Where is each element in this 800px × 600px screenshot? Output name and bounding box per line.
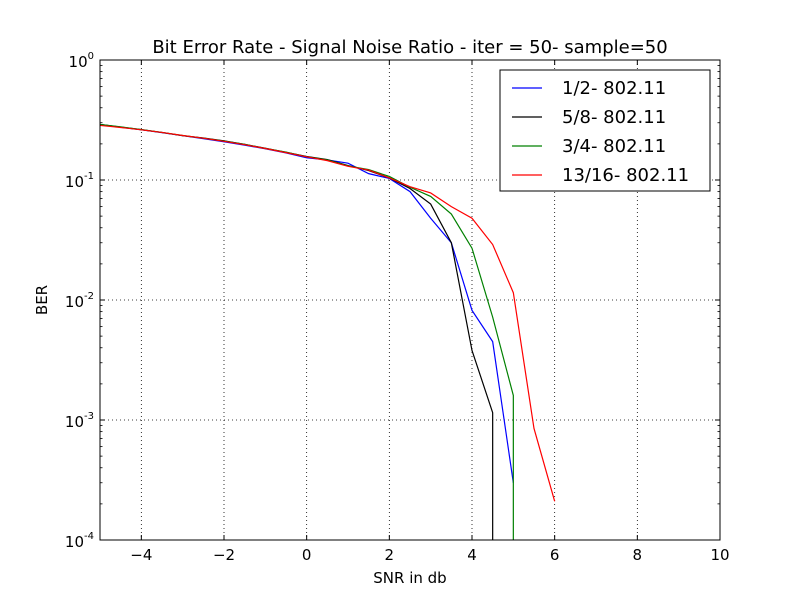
x-tick-label: 2 (385, 546, 395, 564)
x-tick-label: 8 (633, 546, 643, 564)
legend-label-1: 1/2- 802.11 (562, 78, 666, 99)
x-tick-label: −4 (130, 546, 152, 564)
series-line-4 (100, 124, 556, 502)
y-tick-label: 10-2 (65, 291, 94, 311)
x-tick-label: 4 (467, 546, 477, 564)
y-tick-label: 100 (69, 51, 94, 71)
legend-label-3: 3/4- 802.11 (562, 136, 666, 157)
x-axis-label: SNR in db (373, 569, 446, 587)
legend: 1/2- 802.11 5/8- 802.11 3/4- 802.11 13/16- … (499, 69, 711, 192)
legend-frame (499, 69, 711, 192)
series-lines (100, 123, 556, 540)
axis-ticks: −4 −2 0 2 4 6 8 10 10-4 10-3 10-2 10-1 100 (65, 51, 730, 564)
x-tick-label: −2 (213, 546, 235, 564)
legend-label-4: 13/16- 802.11 (562, 165, 689, 186)
x-tick-label: 10 (710, 546, 729, 564)
y-tick-label: 10-1 (65, 171, 94, 191)
x-tick-label: 6 (550, 546, 560, 564)
y-tick-label: 10-3 (65, 411, 94, 431)
x-tick-label: 0 (302, 546, 312, 564)
y-tick-label: 10-4 (65, 531, 94, 551)
legend-label-2: 5/8- 802.11 (562, 107, 666, 128)
chart-title: Bit Error Rate - Signal Noise Ratio - it… (152, 37, 667, 58)
y-axis-label: BER (33, 285, 51, 315)
